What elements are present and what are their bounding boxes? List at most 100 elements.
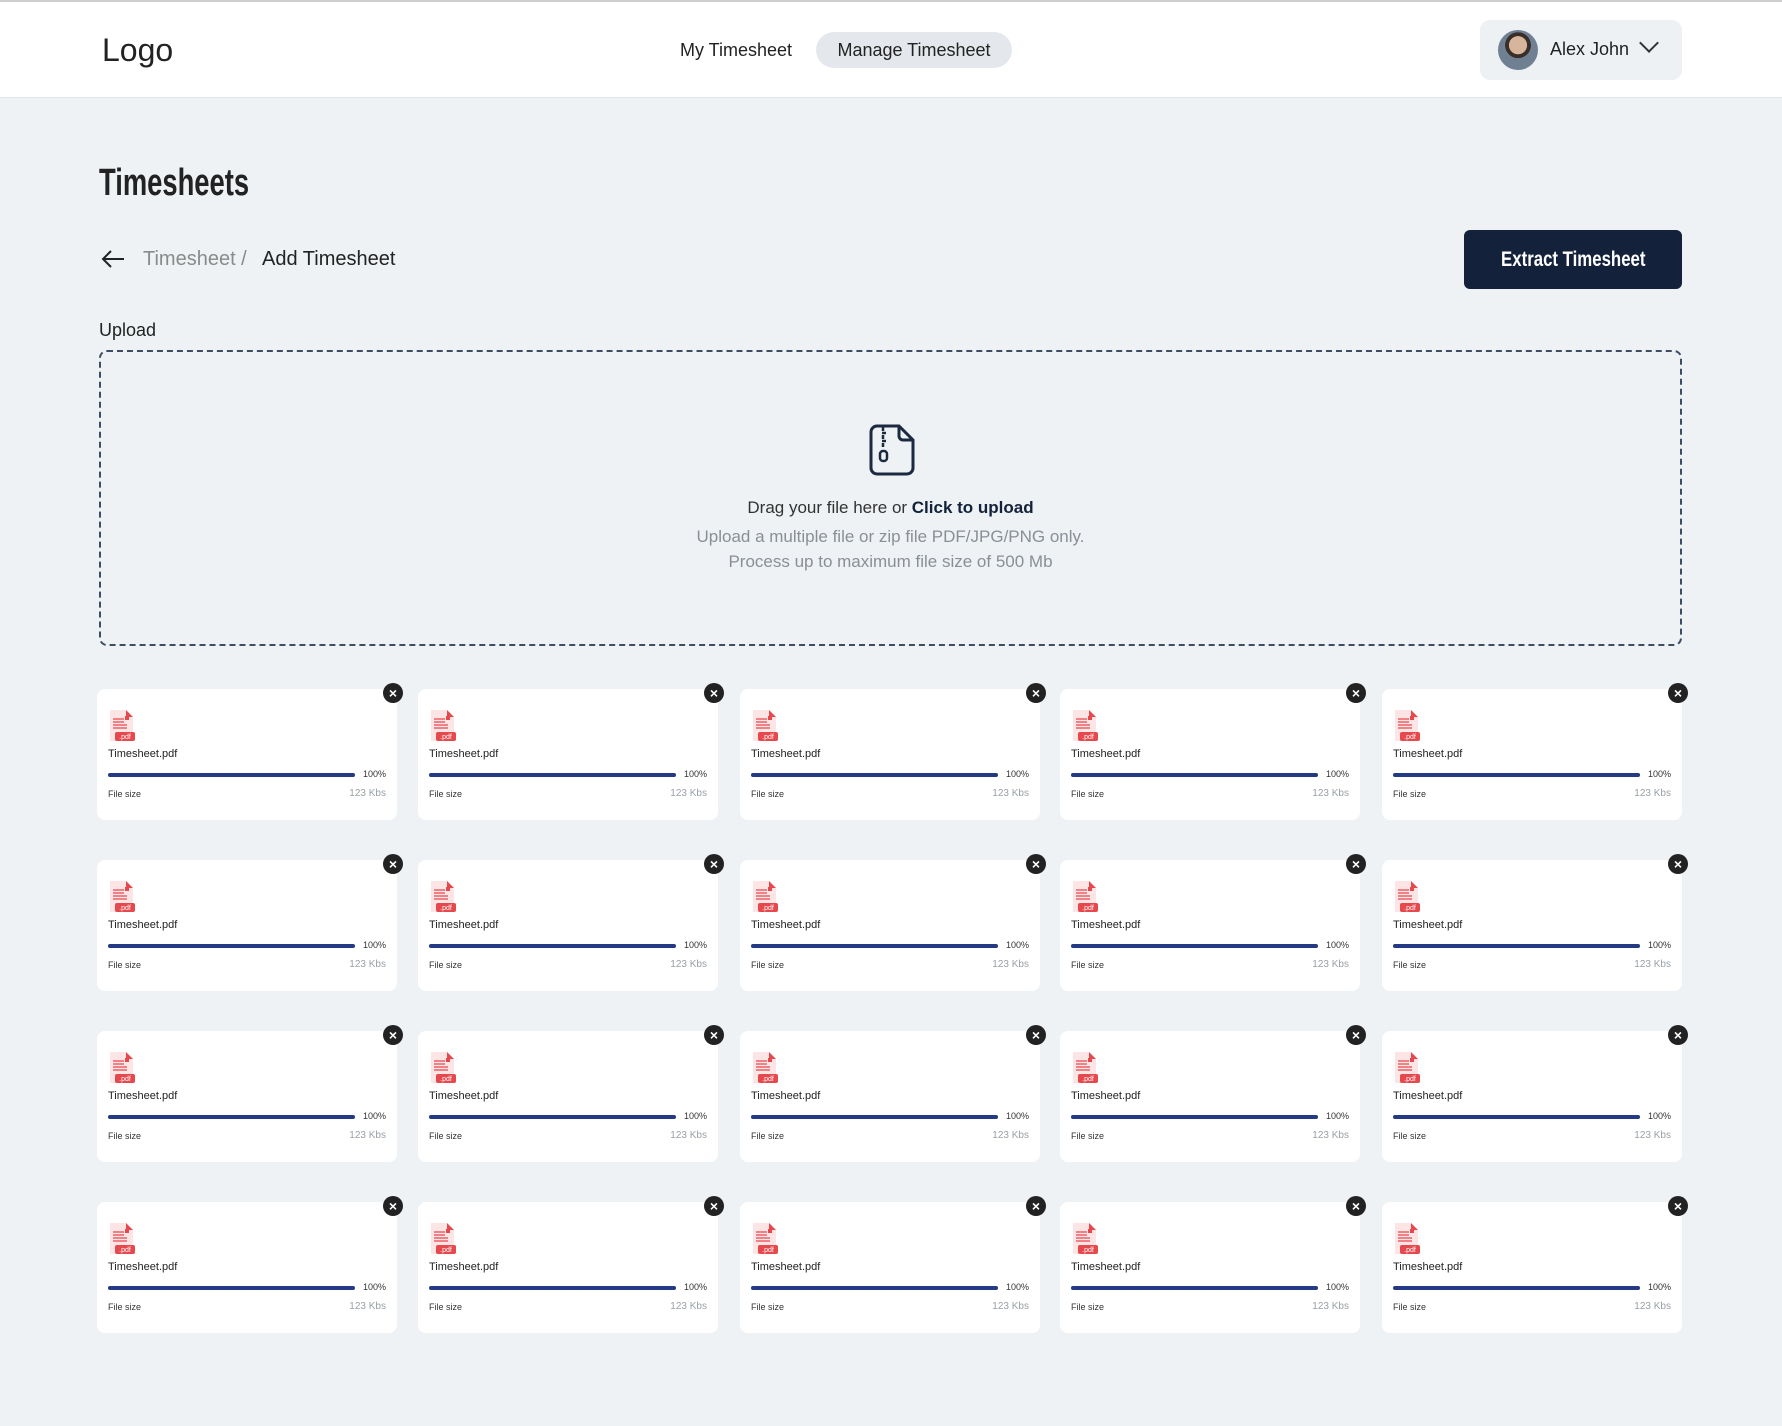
file-size-label: File size <box>108 789 142 799</box>
file-name: Timesheet.pdf <box>1071 919 1141 931</box>
file-name: Timesheet.pdf <box>108 919 178 931</box>
file-size-value: 123 Kbs <box>349 959 386 970</box>
file-card: × .pdf Timesheet.pdf 100% File size 123 … <box>1060 683 1366 820</box>
svg-text:.pdf: .pdf <box>1082 1247 1094 1254</box>
click-to-upload-link[interactable]: Click to upload <box>911 498 1034 517</box>
progress-percent: 100% <box>1325 1111 1349 1121</box>
remove-file-button[interactable]: × <box>1346 1196 1366 1216</box>
pdf-file-icon: .pdf <box>753 881 778 912</box>
remove-file-button[interactable]: × <box>1026 1196 1046 1216</box>
remove-file-button[interactable]: × <box>1668 854 1688 874</box>
file-name: Timesheet.pdf <box>1393 748 1463 760</box>
file-size-label: File size <box>1071 1302 1105 1312</box>
nav-manage-timesheet[interactable]: Manage Timesheet <box>816 32 1012 68</box>
svg-text:.pdf: .pdf <box>1082 1076 1094 1083</box>
remove-file-button[interactable]: × <box>1026 683 1046 703</box>
file-size-value: 123 Kbs <box>670 1301 707 1312</box>
file-size-value: 123 Kbs <box>992 1130 1029 1141</box>
file-size-value: 123 Kbs <box>670 788 707 799</box>
file-name: Timesheet.pdf <box>429 1261 499 1273</box>
progress-bar <box>429 1115 676 1119</box>
remove-file-button[interactable]: × <box>1346 1025 1366 1045</box>
svg-text:.pdf: .pdf <box>119 905 131 912</box>
remove-file-button[interactable]: × <box>1346 683 1366 703</box>
svg-text:.pdf: .pdf <box>119 734 131 741</box>
file-size-label: File size <box>108 960 142 970</box>
file-name: Timesheet.pdf <box>108 748 178 760</box>
progress-bar <box>1071 1286 1318 1290</box>
pdf-file-icon: .pdf <box>753 1223 778 1254</box>
file-name: Timesheet.pdf <box>108 1090 178 1102</box>
progress-fill <box>429 773 676 777</box>
progress-fill <box>1071 944 1318 948</box>
remove-file-button[interactable]: × <box>383 1196 403 1216</box>
file-card: × .pdf Timesheet.pdf 100% File size 123 … <box>418 683 724 820</box>
zip-file-icon <box>869 424 915 476</box>
file-name: Timesheet.pdf <box>1393 919 1463 931</box>
file-size-value: 123 Kbs <box>1634 959 1671 970</box>
file-card: × .pdf Timesheet.pdf 100% File size 123 … <box>740 1196 1046 1333</box>
page-title: Timesheets <box>99 162 250 204</box>
remove-file-button[interactable]: × <box>1346 854 1366 874</box>
remove-file-button[interactable]: × <box>1668 683 1688 703</box>
pdf-file-icon: .pdf <box>1395 1223 1420 1254</box>
remove-file-button[interactable]: × <box>1668 1025 1688 1045</box>
drag-text: Drag your file here or Click to upload <box>101 498 1680 518</box>
user-menu[interactable]: Alex John <box>1480 20 1682 80</box>
remove-file-button[interactable]: × <box>704 1025 724 1045</box>
progress-percent: 100% <box>362 769 386 779</box>
upload-dropzone[interactable]: Drag your file here or Click to upload U… <box>99 350 1682 646</box>
progress-fill <box>429 1115 676 1119</box>
remove-file-button[interactable]: × <box>383 683 403 703</box>
file-card: × .pdf Timesheet.pdf 100% File size 123 … <box>740 1025 1046 1162</box>
file-size-value: 123 Kbs <box>349 1301 386 1312</box>
remove-file-button[interactable]: × <box>1668 1196 1688 1216</box>
progress-bar <box>751 944 998 948</box>
back-arrow-icon[interactable] <box>100 248 126 270</box>
file-card: × .pdf Timesheet.pdf 100% File size 123 … <box>740 683 1046 820</box>
breadcrumb-timesheet[interactable]: Timesheet / <box>143 248 247 270</box>
file-card: × .pdf Timesheet.pdf 100% File size 123 … <box>1382 854 1688 991</box>
progress-percent: 100% <box>362 940 386 950</box>
file-size-label: File size <box>751 1131 785 1141</box>
remove-file-button[interactable]: × <box>1026 1025 1046 1045</box>
chevron-down-icon <box>1639 33 1659 53</box>
svg-text:.pdf: .pdf <box>762 1076 774 1083</box>
remove-file-button[interactable]: × <box>704 854 724 874</box>
pdf-file-icon: .pdf <box>753 1052 778 1083</box>
progress-percent: 100% <box>1005 940 1029 950</box>
remove-file-button[interactable]: × <box>383 854 403 874</box>
pdf-file-icon: .pdf <box>1073 1052 1098 1083</box>
pdf-file-icon: .pdf <box>1073 1223 1098 1254</box>
file-size-label: File size <box>1071 1131 1105 1141</box>
file-name: Timesheet.pdf <box>429 1090 499 1102</box>
file-size-value: 123 Kbs <box>992 959 1029 970</box>
file-size-label: File size <box>751 960 785 970</box>
progress-percent: 100% <box>1647 769 1671 779</box>
remove-file-button[interactable]: × <box>383 1025 403 1045</box>
file-name: Timesheet.pdf <box>1071 748 1141 760</box>
file-name: Timesheet.pdf <box>751 919 821 931</box>
progress-percent: 100% <box>1325 940 1349 950</box>
file-size-value: 123 Kbs <box>1312 788 1349 799</box>
svg-text:.pdf: .pdf <box>762 734 774 741</box>
progress-fill <box>429 944 676 948</box>
progress-fill <box>1071 1286 1318 1290</box>
file-size-label: File size <box>1071 789 1105 799</box>
top-border <box>0 0 1782 2</box>
file-size-label: File size <box>751 789 785 799</box>
extract-timesheet-button[interactable]: Extract Timesheet <box>1464 230 1682 289</box>
file-size-value: 123 Kbs <box>1312 1130 1349 1141</box>
svg-text:.pdf: .pdf <box>1404 1076 1416 1083</box>
file-name: Timesheet.pdf <box>429 919 499 931</box>
drag-label: Drag your file here or <box>747 498 912 517</box>
remove-file-button[interactable]: × <box>1026 854 1046 874</box>
remove-file-button[interactable]: × <box>704 683 724 703</box>
progress-fill <box>429 1286 676 1290</box>
progress-fill <box>108 1115 355 1119</box>
nav-my-timesheet[interactable]: My Timesheet <box>680 40 793 60</box>
file-size-value: 123 Kbs <box>1312 959 1349 970</box>
progress-bar <box>1393 944 1640 948</box>
remove-file-button[interactable]: × <box>704 1196 724 1216</box>
logo[interactable]: Logo <box>102 32 174 68</box>
